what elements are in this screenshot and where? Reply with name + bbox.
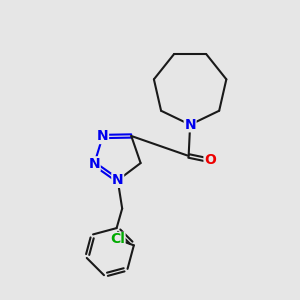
Text: N: N <box>112 173 124 187</box>
Text: N: N <box>88 157 100 171</box>
Text: N: N <box>184 118 196 132</box>
Text: N: N <box>97 130 109 143</box>
Text: O: O <box>204 153 216 167</box>
Text: Cl: Cl <box>110 232 125 246</box>
